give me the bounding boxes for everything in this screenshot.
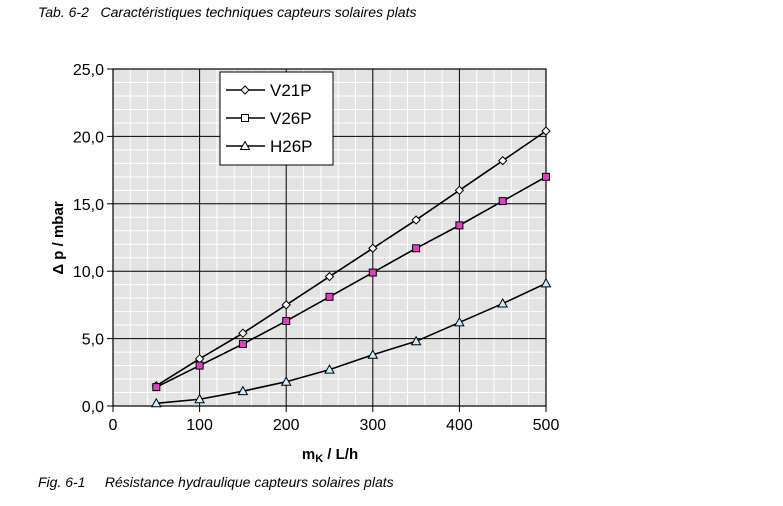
data-point-v21p bbox=[411, 215, 421, 225]
data-point-v26p bbox=[325, 292, 334, 301]
data-point-v26p bbox=[152, 383, 161, 392]
data-point-h26p bbox=[194, 393, 205, 404]
y-tick-label: 0,0 bbox=[82, 399, 104, 416]
legend-label-v21p: V21P bbox=[270, 81, 312, 100]
data-point-v26p bbox=[542, 172, 550, 181]
data-point-h26p bbox=[150, 397, 162, 408]
x-tick-label: 500 bbox=[533, 417, 560, 434]
data-point-v26p bbox=[455, 221, 464, 230]
y-tick-label: 25,0 bbox=[73, 62, 104, 79]
data-point-h26p bbox=[280, 376, 292, 386]
data-point-v21p bbox=[324, 271, 335, 282]
legend: V21P V26P H26P bbox=[219, 71, 334, 166]
data-point-h26p bbox=[540, 277, 552, 288]
data-point-h26p bbox=[410, 335, 422, 346]
x-axis-title: mK / L/h bbox=[302, 446, 358, 465]
x-tick-label: 400 bbox=[446, 417, 473, 434]
data-point-h26p bbox=[324, 364, 335, 374]
series-line-v21p bbox=[155, 130, 547, 387]
data-point-v26p bbox=[282, 317, 291, 326]
data-point-v26p bbox=[238, 339, 247, 348]
data-point-v21p bbox=[238, 328, 248, 338]
y-axis-ticks: 0,0 5,0 10,0 15,0 20,0 25,0 bbox=[73, 62, 113, 416]
data-point-v21p bbox=[281, 300, 291, 310]
data-point-v21p bbox=[541, 126, 551, 136]
data-point-v21p bbox=[454, 185, 465, 196]
x-axis-title-unit: / L/h bbox=[323, 446, 358, 463]
y-axis-title: Δ p / mbar bbox=[50, 201, 67, 274]
data-point-v26p bbox=[498, 197, 507, 206]
x-tick-label: 100 bbox=[186, 417, 213, 434]
legend-marker-v21p bbox=[240, 85, 250, 95]
data-point-h26p bbox=[237, 385, 249, 396]
legend-label-h26p: H26P bbox=[270, 137, 313, 156]
data-point-v21p bbox=[368, 243, 378, 253]
data-point-v26p bbox=[195, 361, 204, 370]
x-axis-title-main: m bbox=[302, 446, 315, 463]
series-v26p bbox=[152, 172, 550, 392]
y-tick-label: 10,0 bbox=[73, 264, 104, 281]
series-layer bbox=[150, 126, 552, 408]
x-axis-ticks: 0 100 200 300 400 500 bbox=[109, 406, 560, 434]
data-point-v26p bbox=[368, 268, 377, 277]
series-line-h26p bbox=[156, 282, 547, 405]
series-line-v26p bbox=[155, 176, 547, 388]
figure-caption: Fig. 6-1 Résistance hydraulique capteurs… bbox=[38, 474, 394, 490]
legend-item-h26p: H26P bbox=[226, 137, 313, 156]
legend-marker-v26p bbox=[241, 114, 249, 122]
x-tick-label: 200 bbox=[273, 417, 300, 434]
legend-item-v26p: V26P bbox=[226, 109, 312, 128]
data-point-h26p bbox=[497, 298, 509, 308]
data-point-h26p bbox=[454, 316, 465, 327]
series-h26p bbox=[150, 277, 552, 408]
data-point-v21p bbox=[497, 155, 508, 166]
y-tick-label: 15,0 bbox=[73, 197, 104, 214]
data-point-v26p bbox=[412, 244, 421, 253]
data-point-h26p bbox=[367, 349, 379, 359]
table-caption: Tab. 6-2 Caractéristiques techniques cap… bbox=[38, 4, 417, 20]
series-v21p bbox=[151, 126, 551, 391]
y-tick-label: 20,0 bbox=[73, 129, 104, 146]
x-tick-label: 300 bbox=[359, 417, 386, 434]
plot-frame bbox=[112, 68, 547, 407]
legend-item-v21p: V21P bbox=[226, 81, 312, 100]
y-tick-label: 5,0 bbox=[82, 332, 104, 349]
x-tick-label: 0 bbox=[109, 417, 118, 434]
legend-label-v26p: V26P bbox=[270, 109, 312, 128]
x-axis-title-sub: K bbox=[315, 453, 323, 465]
legend-marker-h26p bbox=[239, 140, 251, 150]
